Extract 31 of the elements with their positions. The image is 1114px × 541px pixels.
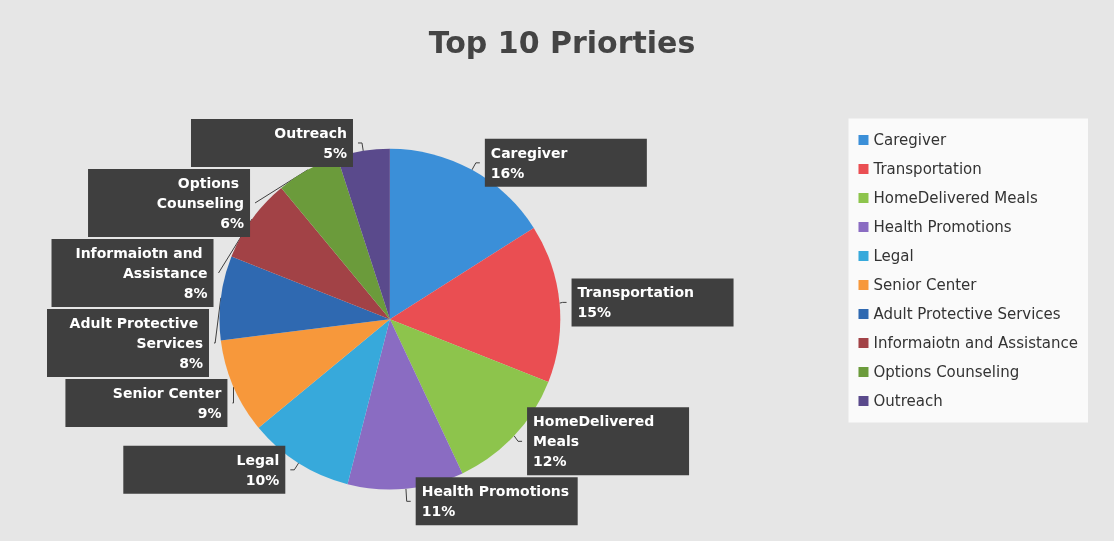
data-label: 8% (179, 354, 204, 371)
slice-label: Legal (236, 451, 280, 468)
data-label: 9% (197, 404, 222, 421)
data-label: 12% (533, 453, 567, 470)
legend-label: Informaiotn and Assistance (873, 334, 1078, 352)
data-label: 16% (490, 164, 525, 181)
legend-label: Options Counseling (873, 363, 1020, 381)
slice-label: Health Promotions (421, 483, 570, 500)
legend-label: Caregiver (873, 131, 948, 149)
data-label: 15% (577, 304, 612, 321)
legend-label: HomeDelivered Meals (873, 189, 1038, 207)
slice-label: Outreach (274, 124, 347, 141)
data-label: 8% (183, 284, 208, 301)
slice-label: Adult Protective Services (69, 314, 204, 351)
legend-label: Adult Protective Services (873, 305, 1061, 323)
legend-label: Legal (873, 247, 914, 265)
slice-label: HomeDelivered Meals (533, 413, 660, 450)
legend-label: Health Promotions (873, 218, 1012, 236)
legend-label: Senior Center (873, 276, 978, 294)
slice-label: Caregiver (490, 144, 568, 161)
slice-label: Senior Center (112, 384, 222, 401)
data-label: 6% (220, 214, 245, 231)
slice-label: Options Counseling (156, 174, 245, 211)
data-label: 5% (323, 144, 347, 161)
chart-title: Top 10 Priorties (428, 24, 696, 60)
legend-label: Outreach (873, 392, 943, 410)
legend-label: Transportation (872, 160, 982, 178)
slice-label: Informaiotn and Assistance (75, 244, 208, 281)
data-label: 11% (421, 503, 456, 520)
data-label: 10% (245, 471, 280, 488)
slice-label: Transportation (577, 284, 694, 301)
